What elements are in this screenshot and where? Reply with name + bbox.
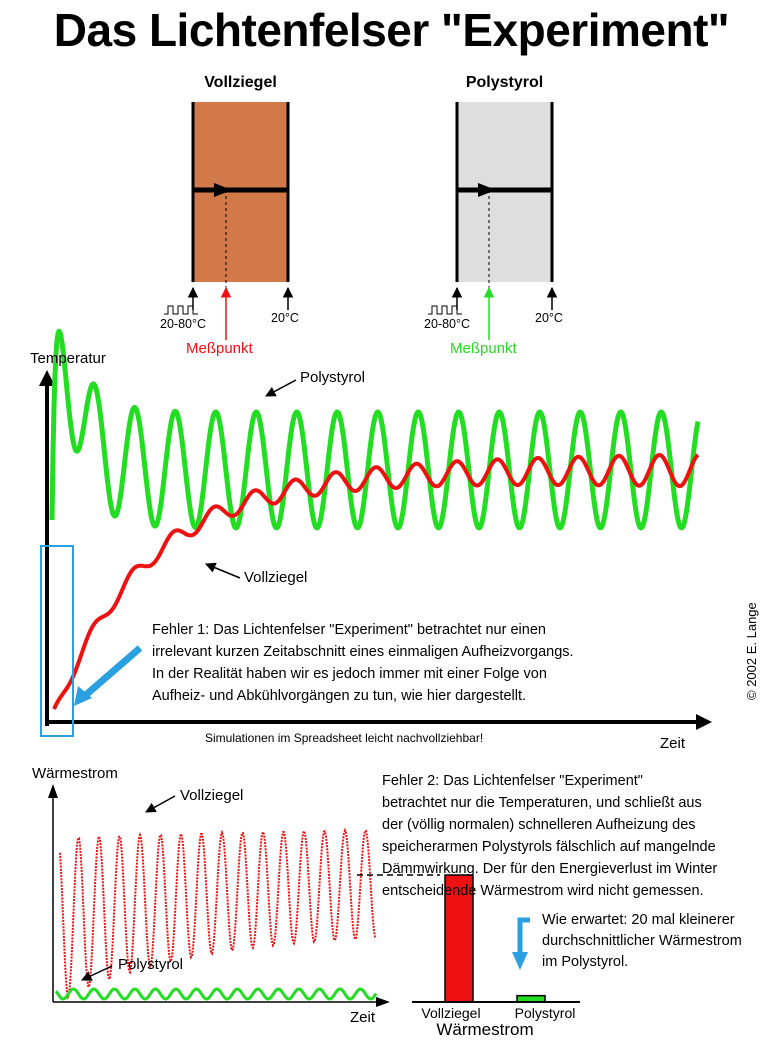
note-fehler-2: Fehler 2: Das Lichtenfelser "Experiment"…: [382, 773, 718, 899]
pulse-icon: [428, 305, 462, 315]
highlight-arrow-head: [74, 686, 92, 706]
heatflow-y-label: Wärmestrom: [32, 765, 118, 782]
bar-label-vollziegel: Vollziegel: [421, 1005, 481, 1021]
bar-vollziegel: [444, 874, 474, 1003]
highlight-box: [40, 545, 74, 737]
poly-inside-temp: 20-80°C: [424, 317, 470, 331]
label-polystyrol-curve: Polystyrol: [300, 369, 366, 386]
bar-chart-title: Wärmestrom: [436, 1020, 534, 1039]
heatflow-bar-chart: [412, 874, 580, 1003]
poly-wall: [428, 102, 558, 340]
page-title: Das Lichtenfelser "Experiment": [53, 4, 730, 56]
temperature-y-label: Temperatur: [30, 350, 106, 367]
brick-measure-label: Meßpunkt: [186, 340, 253, 357]
label-vollziegel-curve: Vollziegel: [244, 569, 308, 586]
temperature-curve-vollziegel: [52, 453, 700, 710]
brick-outside-temp: 20°C: [271, 311, 299, 325]
highlight-arrow-shaft: [77, 645, 143, 703]
bar-label-polystyrol: Polystyrol: [514, 1005, 576, 1021]
pulse-icon: [164, 305, 198, 315]
poly-measure-label: Meßpunkt: [450, 340, 517, 357]
heatflow-curve-polystyrol: [54, 987, 378, 1001]
annotation-arrow-head: [512, 952, 528, 970]
note-fehler-1: Fehler 1: Das Lichtenfelser "Experiment"…: [152, 622, 574, 704]
brick-wall-label: Vollziegel: [204, 74, 277, 91]
label-vollziegel-flow: Vollziegel: [180, 787, 244, 804]
annotation-arrow-shaft: [517, 917, 530, 956]
simulation-caption: Simulationen im Spreadsheet leicht nachv…: [205, 731, 484, 745]
poly-outside-temp: 20°C: [535, 311, 563, 325]
temperature-chart: [39, 328, 712, 737]
bar-annotation: Wie erwartet: 20 mal kleinerer durchschn…: [542, 912, 742, 970]
label-polystyrol-flow: Polystyrol: [118, 956, 184, 973]
copyright: © 2002 E. Lange: [744, 602, 759, 700]
temperature-x-label: Zeit: [660, 735, 686, 752]
poly-wall-label: Polystyrol: [465, 74, 544, 91]
brick-wall: [164, 102, 294, 340]
temperature-curve-polystyrol: [49, 328, 701, 531]
brick-inside-temp: 20-80°C: [160, 317, 206, 331]
heatflow-curve-vollziegel: [59, 827, 377, 1000]
heatflow-chart: [48, 784, 440, 1007]
heatflow-x-label: Zeit: [350, 1009, 376, 1026]
